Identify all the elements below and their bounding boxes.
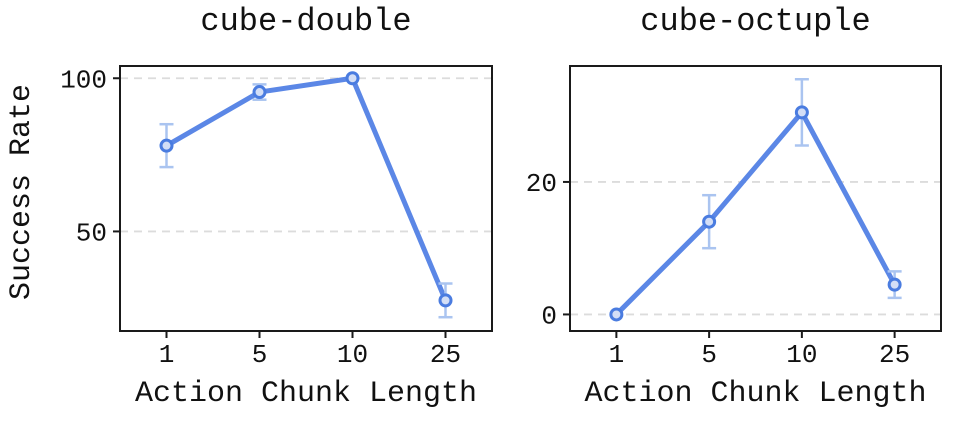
x-tick-label: 1 bbox=[159, 340, 175, 370]
chart-plot-left: 50 100 1 5 10 25 bbox=[60, 65, 493, 370]
x-tick-label: 10 bbox=[786, 340, 817, 370]
data-point-marker bbox=[794, 105, 809, 120]
x-tick-label: 25 bbox=[430, 340, 461, 370]
x-tick-label: 25 bbox=[879, 340, 910, 370]
axes-spines bbox=[569, 65, 942, 332]
y-tick-label: 0 bbox=[541, 301, 557, 331]
data-point-marker bbox=[887, 277, 902, 292]
data-point-marker bbox=[609, 307, 624, 322]
x-tick-label: 1 bbox=[609, 340, 625, 370]
data-point-marker bbox=[252, 85, 267, 100]
x-tick-label: 10 bbox=[337, 340, 368, 370]
y-axis-label: Success Rate bbox=[5, 83, 39, 301]
y-tick-label: 50 bbox=[76, 218, 107, 248]
x-tick-label: 5 bbox=[252, 340, 268, 370]
y-tick-label: 100 bbox=[60, 65, 107, 95]
data-line bbox=[613, 109, 898, 317]
chart-title-left: cube-double bbox=[200, 3, 412, 40]
data-line bbox=[164, 75, 448, 303]
y-tick-label: 20 bbox=[526, 169, 557, 199]
data-point-marker bbox=[438, 293, 453, 308]
x-tick-label: 5 bbox=[701, 340, 717, 370]
axes-spines bbox=[119, 65, 493, 332]
data-point-marker bbox=[159, 138, 174, 153]
chart-title-right: cube-octuple bbox=[640, 3, 871, 40]
x-axis-label-right: Action Chunk Length bbox=[584, 377, 927, 411]
x-axis-label-left: Action Chunk Length bbox=[134, 377, 478, 411]
data-point-marker bbox=[345, 71, 360, 86]
data-point-marker bbox=[702, 214, 717, 229]
